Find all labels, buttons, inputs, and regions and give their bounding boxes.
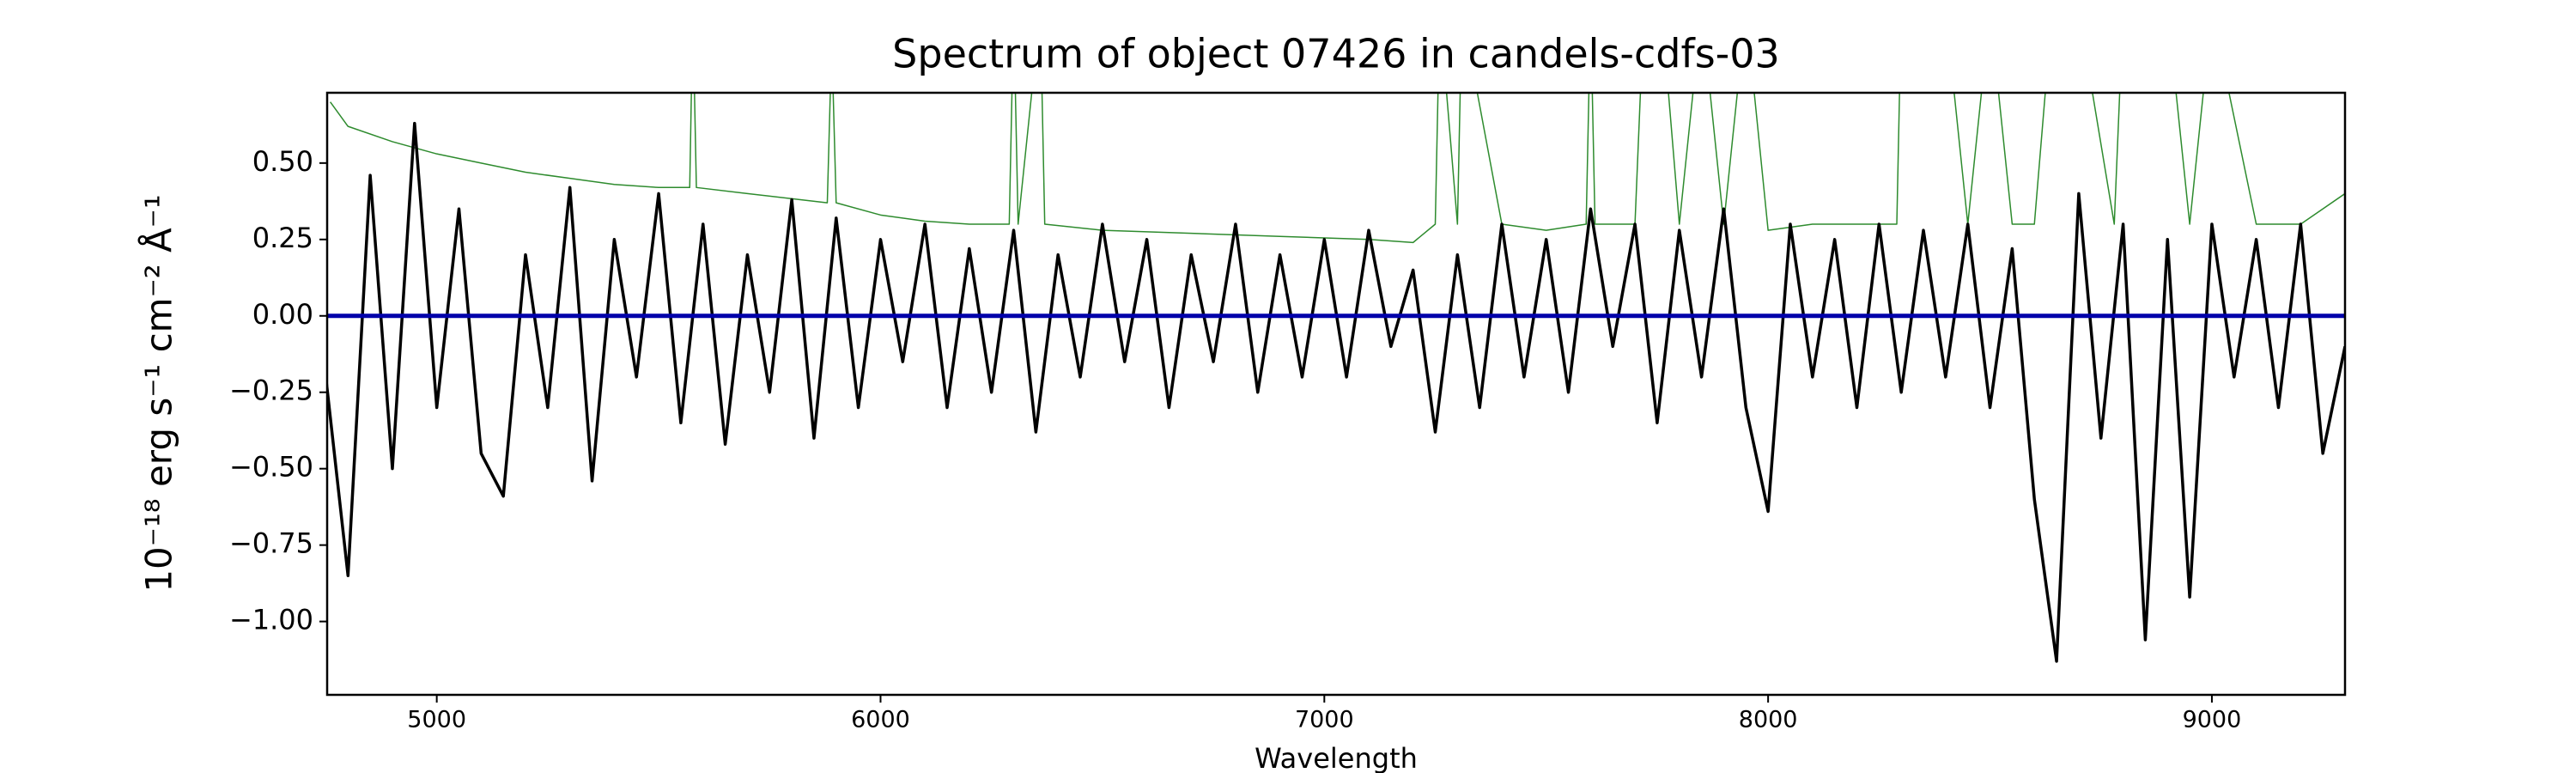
plot-area: [327, 93, 2345, 663]
x-tick-label: 5000: [407, 707, 466, 733]
x-tick-label: 7000: [1295, 707, 1354, 733]
y-axis-label: 10⁻¹⁸ erg s⁻¹ cm⁻² Å⁻¹: [137, 194, 180, 592]
axes-frame: [325, 91, 2347, 697]
y-tick-label: −0.75: [229, 527, 313, 560]
y-tick-label: 0.50: [252, 145, 313, 178]
y-tick-label: 0.00: [252, 298, 313, 331]
y-tick-label: −1.00: [229, 604, 313, 636]
y-tick-label: −0.25: [229, 374, 313, 407]
spectrum-line: [327, 121, 2345, 663]
x-tick-label: 8000: [1739, 707, 1798, 733]
chart-title: Spectrum of object 07426 in candels-cdfs…: [892, 31, 1780, 77]
x-axis-label: Wavelength: [1255, 742, 1418, 773]
y-tick-label: 0.25: [252, 222, 313, 254]
y-tick-label: −0.50: [229, 451, 313, 484]
x-tick-label: 9000: [2183, 707, 2242, 733]
x-tick-label: 6000: [851, 707, 910, 733]
